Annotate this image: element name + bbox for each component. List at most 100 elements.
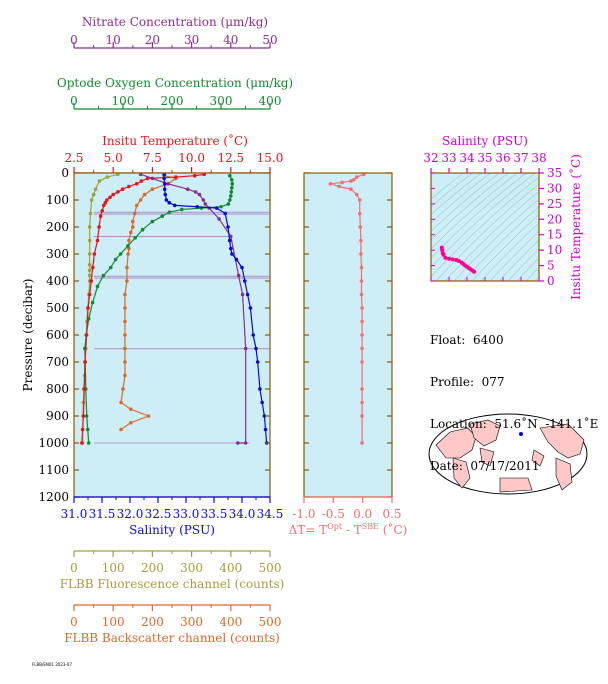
nitrate-axis-label: Nitrate Concentration (μm/kg) — [82, 15, 268, 29]
ts-isoline — [525, 266, 539, 281]
ts-point — [443, 255, 448, 260]
fluorescence-point — [91, 192, 96, 197]
ts-isoline — [431, 173, 518, 250]
backscatter-point — [131, 219, 135, 224]
salinity-point — [195, 204, 199, 209]
pressure-axis-label: Pressure (decibar) — [21, 279, 35, 392]
delta-t-point — [352, 177, 356, 182]
oxygen-point — [230, 182, 235, 186]
salinity-point — [243, 279, 247, 283]
temperature-point — [83, 360, 87, 364]
oxygen-tick-label: 300 — [210, 94, 233, 108]
nitrate-point — [240, 292, 245, 297]
delta-t-point — [359, 279, 364, 283]
oxygen-point — [118, 252, 123, 256]
temperature-point — [86, 306, 90, 310]
oxygen-point — [229, 190, 234, 194]
temperature-point — [87, 292, 92, 297]
salinity-point — [163, 192, 168, 197]
ts-isoline — [471, 214, 539, 281]
backscatter-point — [129, 407, 133, 412]
backscatter-point — [125, 265, 129, 270]
oxygen-point — [133, 236, 138, 240]
backscatter-point — [131, 225, 135, 229]
oxygen-point — [126, 244, 130, 248]
delta-t-point — [355, 175, 359, 179]
nitrate-point — [150, 176, 155, 181]
oxygen-point — [229, 186, 234, 190]
delta-t-point — [340, 180, 344, 185]
salinity-line — [163, 174, 268, 444]
salinity-point — [258, 387, 262, 391]
oxygen-point — [84, 414, 89, 418]
delta-t-point — [360, 441, 364, 445]
nitrate-tick-label: 50 — [262, 33, 277, 47]
ts-xtick-label: 37 — [513, 151, 528, 165]
temperature-point — [127, 184, 131, 189]
pressure-tick-label: 900 — [46, 409, 69, 423]
ts-isoline — [431, 173, 527, 259]
salinity-point — [162, 182, 167, 186]
temperature-tick-label: 5.0 — [104, 151, 123, 165]
backscatter-point — [123, 292, 127, 297]
pressure-tick-label: 1100 — [38, 463, 69, 477]
pressure-tick-label: 1200 — [38, 490, 69, 504]
salinity-tick-label: 33.0 — [173, 507, 200, 521]
temperature-point — [92, 252, 97, 256]
backscatter-tick-label: 100 — [102, 615, 125, 629]
ts-xtick-label: 33 — [441, 151, 456, 165]
ts-series — [439, 245, 477, 274]
fluorescence-point — [89, 198, 94, 202]
oxygen-point — [160, 214, 164, 218]
salinity-axis: 31.0 31.5 32.0 32.5 33.0 33.5 34.0 34.5 — [61, 496, 284, 521]
salinity-point — [245, 292, 250, 297]
delta-t-point — [359, 265, 364, 270]
main-plot-series — [80, 172, 270, 445]
delta-t-point — [359, 238, 363, 243]
backscatter-point — [126, 252, 130, 256]
backscatter-point — [123, 306, 127, 310]
salinity-point — [230, 252, 234, 256]
temperature-point — [108, 195, 112, 200]
delta-t-point — [360, 387, 364, 391]
oxygen-axis-label: Optode Oxygen Concentration (μm/kg) — [57, 76, 293, 90]
world-map — [428, 413, 588, 495]
temperature-point — [95, 238, 100, 243]
nitrate-point — [197, 192, 202, 197]
ts-ylabel: Insitu Temperature (˚C) — [568, 154, 583, 300]
delta-t-point — [359, 252, 363, 256]
ts-point — [450, 257, 455, 262]
pressure-tick-label: 300 — [46, 247, 69, 261]
nitrate-axis: 0 10 20 30 40 50 — [70, 33, 278, 49]
backscatter-point — [123, 333, 127, 337]
backscatter-point — [121, 387, 125, 391]
delta-t-series — [328, 172, 366, 445]
salinity-tick-label: 34.5 — [257, 507, 284, 521]
temperature-point — [89, 279, 94, 283]
temperature-point — [105, 198, 109, 202]
backscatter-point — [123, 346, 127, 351]
ts-isoline — [431, 173, 500, 232]
temperature-point — [98, 214, 103, 218]
backscatter-point — [134, 203, 139, 208]
backscatter-point — [150, 187, 155, 191]
ts-isoline — [462, 206, 539, 281]
backscatter-axis-label: FLBB Backscatter channel (counts) — [64, 631, 280, 645]
nitrate-point — [166, 182, 170, 186]
pressure-tick-label: 600 — [46, 328, 69, 342]
oxygen-point — [228, 198, 232, 202]
fluorescence-point — [93, 187, 98, 191]
oxygen-point — [150, 219, 155, 224]
profile-number: Profile: 077 — [430, 375, 505, 389]
pressure-tick-label: 400 — [46, 274, 69, 288]
oxygen-axis: 0 100 200 300 400 — [70, 94, 281, 110]
salinity-point — [223, 211, 227, 216]
delta-t-point — [360, 319, 364, 324]
fluorescence-tick-label: 0 — [70, 561, 78, 575]
delta-t-point — [360, 360, 364, 364]
pressure-tick-label: 1000 — [38, 436, 69, 450]
ts-ytick-label: 15 — [547, 228, 562, 242]
salinity-point — [215, 206, 219, 210]
delta-t-point — [359, 292, 364, 297]
